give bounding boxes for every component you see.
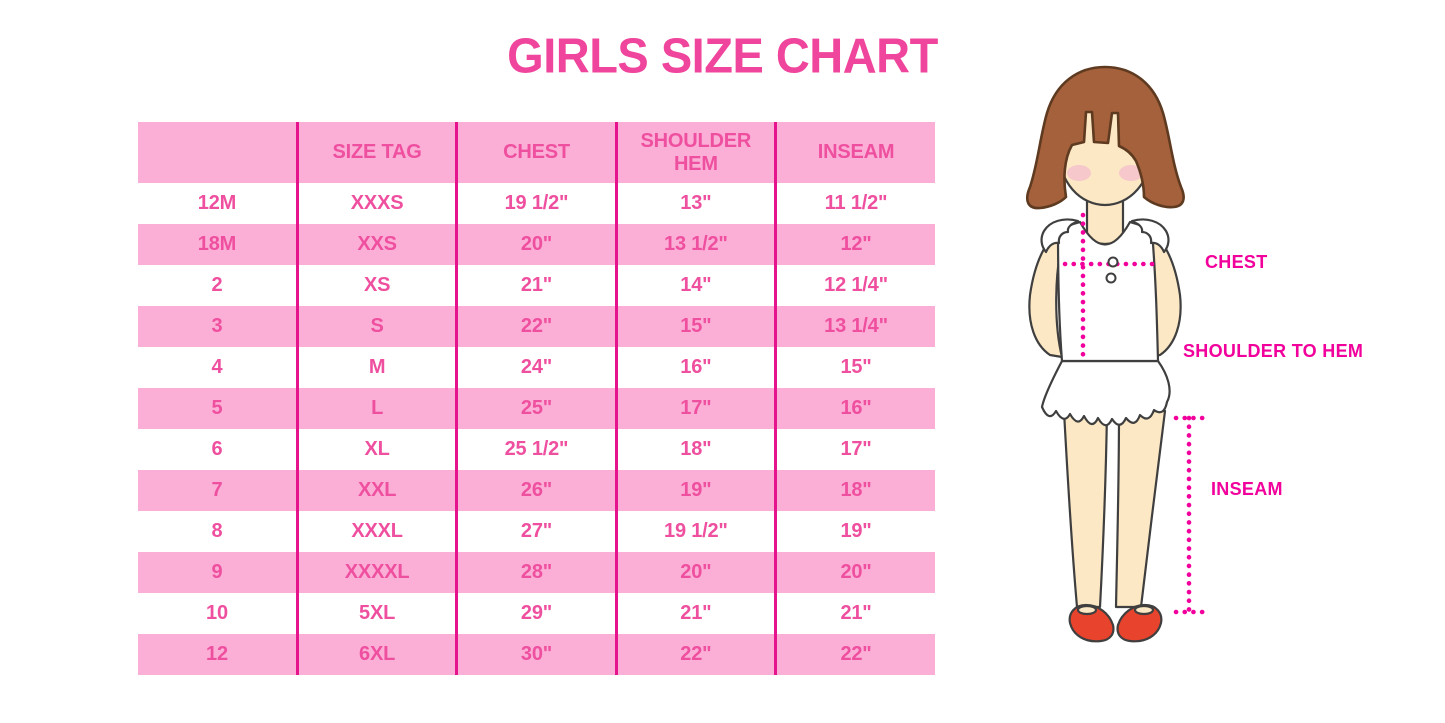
table-cell: 24" <box>455 347 617 388</box>
inseam-dotted-line <box>1173 415 1207 615</box>
table-cell: 21" <box>774 593 935 634</box>
table-cell: 5 <box>138 388 298 429</box>
inseam-label: INSEAM <box>1211 479 1283 499</box>
table-cell: 12" <box>774 224 935 265</box>
table-cell: 19" <box>614 470 776 511</box>
table-cell: 22" <box>455 306 617 347</box>
blush-right <box>1119 165 1143 181</box>
table-row: 5 L 25" 17" 16" <box>138 388 935 429</box>
table-row: 10 5XL 29" 21" 21" <box>138 593 935 634</box>
table-cell: 22" <box>614 634 776 675</box>
table-row: 9 XXXXL 28" 20" 20" <box>138 552 935 593</box>
table-cell: 30" <box>455 634 617 675</box>
table-cell: 20" <box>614 552 776 593</box>
table-cell: 11 1/2" <box>774 183 935 224</box>
table-cell: 19" <box>774 511 935 552</box>
table-cell: XS <box>295 265 457 306</box>
table-cell: 9 <box>138 552 298 593</box>
table-cell: 5XL <box>295 593 457 634</box>
table-cell: XL <box>295 429 457 470</box>
shoulder-to-hem-label: SHOULDER TO HEM <box>1183 341 1364 361</box>
table-cell: 10 <box>138 593 298 634</box>
table-cell: 27" <box>455 511 617 552</box>
table-cell: M <box>295 347 457 388</box>
table-cell: S <box>295 306 457 347</box>
table-cell: XXS <box>295 224 457 265</box>
table-cell: 13 1/2" <box>614 224 776 265</box>
shoulder-ruffles <box>1040 218 1170 254</box>
measurement-figure <box>980 55 1445 680</box>
table-cell: 19 1/2" <box>455 183 617 224</box>
table-cell: XXXXL <box>295 552 457 593</box>
table-cell: 18M <box>138 224 298 265</box>
girl-hair <box>1026 65 1185 210</box>
table-header: SIZE TAG CHEST SHOULDER HEM INSEAM <box>138 122 935 183</box>
table-cell: XXL <box>295 470 457 511</box>
table-row: 6 XL 25 1/2" 18" 17" <box>138 429 935 470</box>
table-cell: 12 <box>138 634 298 675</box>
table-cell: 25" <box>455 388 617 429</box>
table-cell: 20" <box>774 552 935 593</box>
table-cell: 18" <box>614 429 776 470</box>
table-row: 3 S 22" 15" 13 1/4" <box>138 306 935 347</box>
table-cell: 18" <box>774 470 935 511</box>
blush-left <box>1067 165 1091 181</box>
column-header: CHEST <box>455 122 617 183</box>
column-header: SHOULDER HEM <box>614 122 776 183</box>
size-chart-table: SIZE TAG CHEST SHOULDER HEM INSEAM 12M XXXS 1… <box>138 122 935 675</box>
table-cell: L <box>295 388 457 429</box>
girl-shoes <box>1068 603 1163 643</box>
page-title: GIRLS SIZE CHART <box>507 27 938 84</box>
table-cell: 17" <box>614 388 776 429</box>
table-cell: 14" <box>614 265 776 306</box>
table-cell: XXXS <box>295 183 457 224</box>
table-cell: 17" <box>774 429 935 470</box>
table-cell: 16" <box>614 347 776 388</box>
table-cell: XXXL <box>295 511 457 552</box>
table-row: 2 XS 21" 14" 12 1/4" <box>138 265 935 306</box>
top-buttons <box>1105 256 1119 284</box>
table-cell: 7 <box>138 470 298 511</box>
table-cell: 20" <box>455 224 617 265</box>
table-cell: 12 1/4" <box>774 265 935 306</box>
table-cell: 6XL <box>295 634 457 675</box>
table-cell: 21" <box>614 593 776 634</box>
girl-illustration <box>1026 65 1207 643</box>
table-cell: 8 <box>138 511 298 552</box>
table-cell: 13 1/4" <box>774 306 935 347</box>
table-cell: 4 <box>138 347 298 388</box>
table-cell: 21" <box>455 265 617 306</box>
table-cell: 22" <box>774 634 935 675</box>
table-row: 8 XXXL 27" 19 1/2" 19" <box>138 511 935 552</box>
table-cell: 15" <box>774 347 935 388</box>
table-cell: 19 1/2" <box>614 511 776 552</box>
girl-legs <box>1062 409 1167 609</box>
table-cell: 2 <box>138 265 298 306</box>
column-header: INSEAM <box>774 122 935 183</box>
chest-label: CHEST <box>1205 252 1268 272</box>
table-cell: 15" <box>614 306 776 347</box>
table-row: 18M XXS 20" 13 1/2" 12" <box>138 224 935 265</box>
size-table-body: 12M XXXS 19 1/2" 13" 11 1/2" 18M XXS 20" 13 1/2"… <box>138 183 935 675</box>
table-row: 12 6XL 30" 22" 22" <box>138 634 935 675</box>
table-cell: 16" <box>774 388 935 429</box>
table-row: 7 XXL 26" 19" 18" <box>138 470 935 511</box>
table-row: 4 M 24" 16" 15" <box>138 347 935 388</box>
table-cell: 25 1/2" <box>455 429 617 470</box>
table-cell: 28" <box>455 552 617 593</box>
column-header: SIZE TAG <box>295 122 457 183</box>
table-cell: 13" <box>614 183 776 224</box>
column-header <box>138 122 298 183</box>
girl-skirt <box>1040 359 1171 427</box>
table-cell: 3 <box>138 306 298 347</box>
table-cell: 6 <box>138 429 298 470</box>
table-row: 12M XXXS 19 1/2" 13" 11 1/2" <box>138 183 935 224</box>
table-cell: 12M <box>138 183 298 224</box>
table-header-row: SIZE TAG CHEST SHOULDER HEM INSEAM <box>138 122 935 183</box>
table-cell: 29" <box>455 593 617 634</box>
table-cell: 26" <box>455 470 617 511</box>
